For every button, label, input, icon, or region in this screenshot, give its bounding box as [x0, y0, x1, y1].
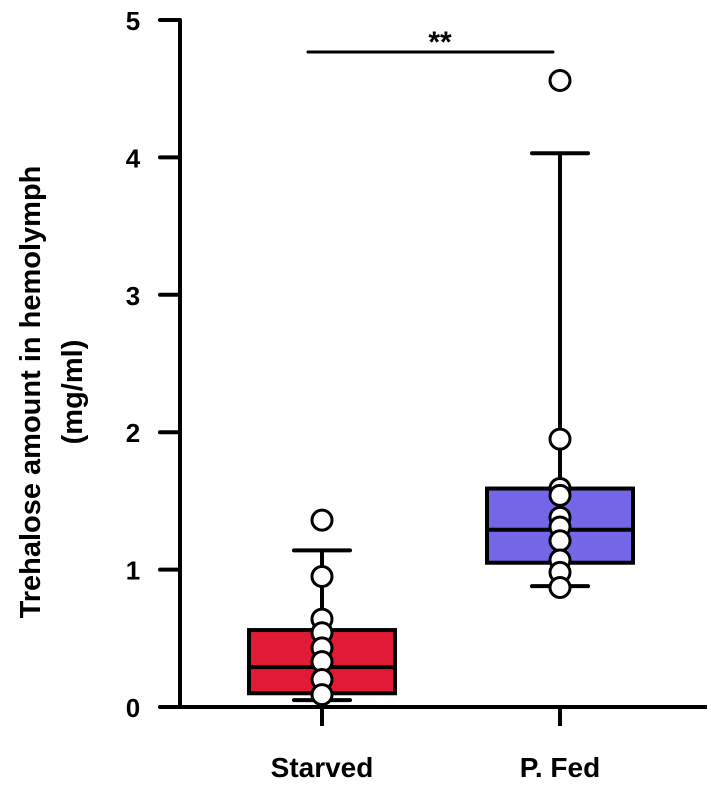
data-point [310, 508, 334, 532]
y-tick-label: 2 [126, 418, 140, 448]
box-p-fed [485, 68, 635, 599]
y-axis-title-line: Trehalose amount in hemolymph [15, 166, 47, 619]
box-series [247, 68, 635, 707]
y-tick-label: 4 [126, 143, 141, 173]
data-point [310, 564, 334, 588]
data-point [548, 575, 572, 599]
data-point [310, 683, 334, 707]
data-point [548, 529, 572, 553]
box-starved [247, 508, 397, 707]
x-category-label: Starved [271, 752, 374, 783]
y-tick-label: 0 [126, 693, 140, 723]
data-point [548, 483, 572, 507]
significance-annotation: ** [306, 26, 555, 59]
data-point [548, 68, 572, 92]
x-axis: Starved P. Fed [178, 705, 707, 783]
data-point [548, 427, 572, 451]
y-tick-label: 3 [126, 281, 140, 311]
x-category-label: P. Fed [520, 752, 600, 783]
y-axis-title: Trehalose amount in hemolymph (mg/ml) [15, 166, 89, 619]
y-axis: 0 1 2 3 4 5 [126, 6, 182, 723]
significance-stars: ** [428, 26, 452, 59]
y-tick-label: 5 [126, 6, 140, 36]
y-axis-title-line: (mg/ml) [57, 340, 89, 445]
y-tick-label: 1 [126, 556, 140, 586]
